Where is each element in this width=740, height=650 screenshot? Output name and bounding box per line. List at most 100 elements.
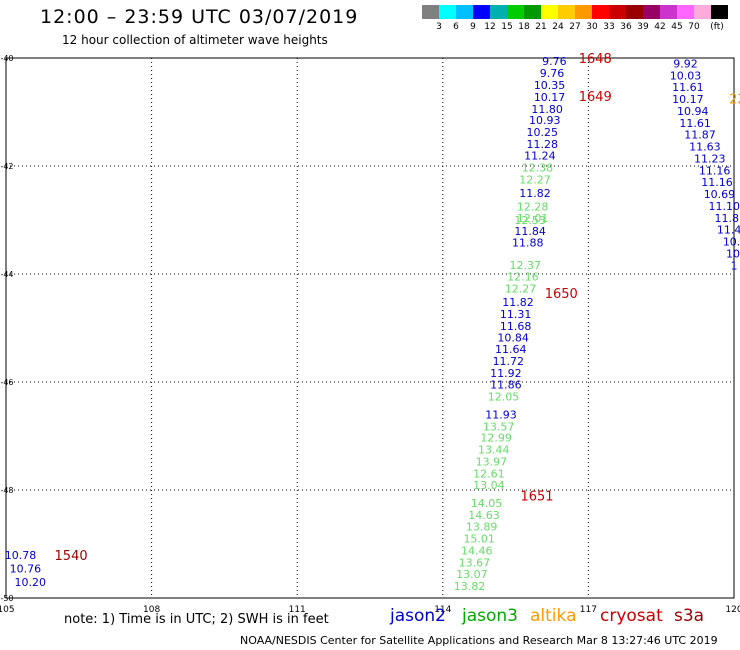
colorbar-swatch — [677, 5, 694, 19]
data-point-label: 12.27 — [519, 174, 551, 187]
colorbar-swatch — [422, 5, 439, 19]
colorbar-label: 45 — [671, 22, 683, 32]
data-point-label: 13.44 — [478, 444, 510, 457]
data-point-label: 10.17 — [672, 93, 704, 106]
colorbar-swatch — [507, 5, 524, 19]
colorbar-label: 12 — [484, 22, 496, 32]
data-point-label: 9.92 — [673, 57, 698, 70]
data-point-label: 9.76 — [540, 67, 565, 80]
colorbar-swatch — [643, 5, 660, 19]
data-point-label: 13.89 — [466, 521, 498, 534]
data-point-label: 11.61 — [679, 117, 711, 130]
colorbar-swatch — [439, 5, 456, 19]
data-point-label: 12.37 — [510, 259, 542, 272]
data-point-label: 11.87 — [684, 129, 716, 142]
time-annotation: 1540 — [55, 549, 88, 564]
colorbar-label: 21 — [535, 22, 547, 32]
data-point-label: 12.28 — [517, 201, 549, 214]
legend-jason2: jason2 — [390, 606, 446, 626]
colorbar-swatch — [558, 5, 575, 19]
colorbar-label: 15 — [501, 22, 513, 32]
y-tick-label: -48 — [0, 486, 13, 495]
data-point-label: 15.01 — [463, 533, 495, 546]
data-point-label: 12.61 — [473, 467, 505, 480]
colorbar-swatch — [609, 5, 626, 19]
colorbar-swatch — [711, 5, 728, 19]
colorbar-label: 24 — [552, 22, 564, 32]
data-point-label: 11.16 — [699, 164, 731, 177]
data-point-label: 10.93 — [529, 114, 561, 127]
data-point-label: 10.35 — [534, 79, 566, 92]
x-tick-label: 111 — [289, 605, 306, 615]
time-annotation: 1648 — [579, 52, 612, 67]
data-point-label: 9.76 — [542, 55, 567, 68]
data-point-label: 13.82 — [454, 580, 486, 593]
colorbar-swatch — [694, 5, 711, 19]
colorbar-label: 9 — [470, 22, 476, 32]
colorbar-label: 18 — [518, 22, 530, 32]
colorbar-label: 42 — [654, 22, 666, 32]
data-point-label: 10.78 — [5, 549, 37, 562]
data-point-label: 11.93 — [485, 408, 517, 421]
data-point-label: 14.63 — [468, 509, 500, 522]
time-annotation: 1650 — [545, 287, 578, 302]
data-point-label: 11.4 — [717, 224, 740, 237]
colorbar-swatch — [660, 5, 677, 19]
colorbar-swatch — [473, 5, 490, 19]
data-point-label: 11.84 — [514, 225, 546, 238]
y-tick-label: -46 — [0, 378, 13, 387]
time-annotation: 1649 — [579, 90, 612, 105]
y-tick-label: -44 — [0, 270, 13, 279]
page-subtitle: 12 hour collection of altimeter wave hei… — [62, 33, 328, 47]
data-point-label: 10.03 — [670, 69, 702, 82]
data-point-label: 11.86 — [490, 379, 522, 392]
colorbar — [422, 5, 728, 19]
footer-note: note: 1) Time is in UTC; 2) SWH is in fe… — [64, 612, 329, 627]
colorbar-label: 3 — [436, 22, 442, 32]
colorbar-label: 39 — [637, 22, 649, 32]
time-annotation: 2232 — [729, 93, 740, 108]
data-point-label: 10 — [726, 247, 740, 260]
colorbar-swatch — [592, 5, 609, 19]
data-point-label: 11.82 — [502, 296, 534, 309]
data-point-label: 11.82 — [519, 187, 551, 200]
data-point-label: 11.88 — [512, 237, 544, 250]
data-point-label: 12.16 — [507, 271, 539, 284]
colorbar-swatch — [456, 5, 473, 19]
x-tick-label: 105 — [0, 605, 15, 615]
data-point-label: 10. — [723, 236, 740, 249]
data-point-label: 11.64 — [495, 343, 527, 356]
data-point-label: 14.05 — [471, 497, 503, 510]
data-point-label: 1 — [731, 259, 738, 272]
legend-s3a: s3a — [674, 606, 705, 626]
x-tick-label: 114 — [434, 605, 451, 615]
data-point-label: 10.94 — [677, 105, 709, 118]
data-point-label: 11.68 — [500, 320, 532, 333]
colorbar-swatch — [490, 5, 507, 19]
data-point-label: 12.38 — [522, 162, 554, 175]
colorbar-label: 27 — [569, 22, 581, 32]
x-tick-label: 117 — [580, 605, 597, 615]
page-title: 12:00 – 23:59 UTC 03/07/2019 — [40, 6, 359, 28]
data-point-label: 10.76 — [10, 562, 42, 575]
data-point-label: 13.07 — [456, 568, 488, 581]
data-point-label: 11.8 — [714, 212, 739, 225]
data-point-label: 10.84 — [497, 332, 529, 345]
legend-cryosat: cryosat — [600, 606, 663, 626]
colorbar-unit: (ft) — [710, 22, 724, 32]
data-point-label: 11.24 — [524, 150, 556, 163]
data-point-label: 13.04 — [473, 479, 505, 492]
legend-altika: altika — [530, 606, 577, 626]
colorbar-swatch — [626, 5, 643, 19]
data-point-label: 11.23 — [694, 152, 726, 165]
colorbar-label: 30 — [586, 22, 598, 32]
data-point-label: 10.25 — [527, 126, 559, 139]
data-point-label: 13.67 — [459, 556, 491, 569]
credit-line: NOAA/NESDIS Center for Satellite Applica… — [240, 634, 718, 647]
data-point-label: 11.28 — [527, 138, 559, 151]
colorbar-label: 36 — [620, 22, 632, 32]
data-point-label: 11.61 — [672, 81, 704, 94]
legend-jason3: jason3 — [462, 606, 518, 626]
time-annotation: 1651 — [520, 489, 553, 504]
